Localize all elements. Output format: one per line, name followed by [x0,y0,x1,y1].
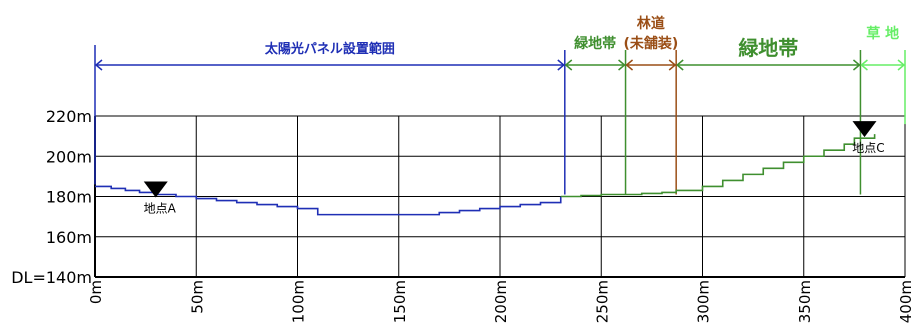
arrowhead-left [625,59,634,71]
arrowhead-left [564,59,573,71]
x-tick-label: 50m [188,280,206,314]
grid [94,115,906,278]
arrowhead-right [897,59,906,71]
point-label: 地点A [144,201,177,215]
x-tick-label: 250m [593,280,611,323]
x-tick-label: 0m [87,280,105,304]
zone-label: 草 地 [866,25,899,42]
axis-labels: DL=140m 160m 180m 200m 220m 0m 50m 100m 150m 200m… [11,107,915,323]
zone-label: 太陽光パネル設置範囲 [264,41,395,57]
x-tick-label: 100m [290,280,308,323]
x-tick-label: 400m [897,280,915,323]
x-tick-label: 200m [492,280,510,323]
y-tick-label: 220m [46,107,92,126]
point-marker [852,121,877,138]
survey-points: 地点A 地点C [144,121,885,215]
point-label: 地点C [852,141,884,155]
zone-annotations: 太陽光パネル設置範囲 緑地帯 林道 (未舗装) 緑地帯 草 地 [94,15,906,195]
zone-label: 林道 [637,15,665,32]
arrowhead-left [676,59,684,71]
arrowhead-left [860,59,868,71]
arrowhead-right [852,59,861,71]
x-tick-label: 300m [695,280,713,323]
zone-label: 緑地帯 [574,35,616,52]
point-marker [143,181,168,198]
y-tick-label: 200m [46,147,92,166]
y-tick-label: DL=140m [11,268,92,287]
zone-sublabel: (未舗装) [623,35,678,52]
arrowhead-right [668,59,677,71]
y-tick-label: 160m [46,228,92,247]
arrowhead-right [618,59,626,71]
arrowhead-left [94,59,103,71]
terrain-series [95,134,876,216]
zone-label: 緑地帯 [738,36,798,60]
x-tick-label: 350m [796,280,814,323]
y-tick-label: 180m [46,188,92,207]
terrain-line [560,134,876,198]
x-tick-label: 150m [391,280,409,323]
arrowhead-right [557,59,565,71]
